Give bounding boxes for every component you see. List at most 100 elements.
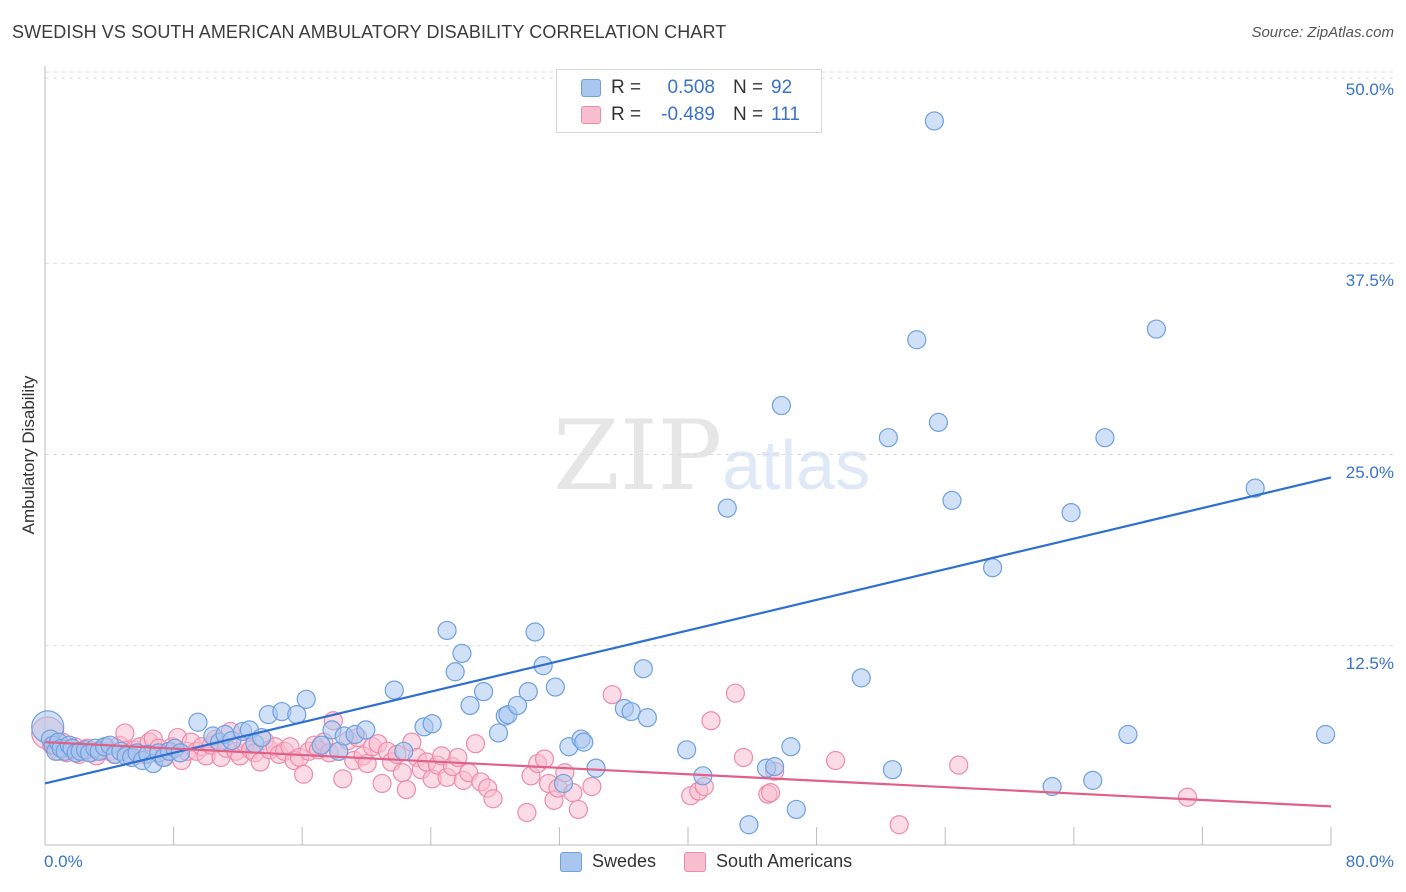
source-credit: Source: ZipAtlas.com (1251, 24, 1394, 41)
swede-point (384, 680, 404, 700)
south-american-point (602, 685, 622, 705)
swede-point (637, 708, 657, 728)
south-american-point (889, 815, 909, 835)
series-swedes (31, 111, 1336, 835)
swede-point (851, 668, 871, 688)
legend-r-value: -0.489 (661, 103, 715, 125)
series-south-americans (31, 683, 1198, 835)
swede-point (907, 330, 927, 350)
swede-point (473, 682, 494, 702)
swede-point (781, 737, 801, 757)
chart-title: SWEDISH VS SOUTH AMERICAN AMBULATORY DIS… (12, 22, 727, 42)
legend-n-label: N = (733, 76, 764, 98)
legend-swatch-blue (581, 78, 601, 97)
legend-r-value: 0.508 (667, 76, 715, 98)
south-american-point (293, 764, 314, 784)
swede-point (1146, 319, 1166, 339)
south-american-point (582, 776, 602, 797)
trend-lines (44, 476, 1332, 808)
x-tick-label-max: 80.0% (1345, 852, 1394, 871)
grid-lines (45, 71, 1393, 647)
legend-n-value: 92 (771, 76, 793, 98)
swede-point (942, 490, 962, 510)
south-american-point (333, 769, 353, 789)
south-americans-swatch (684, 851, 707, 872)
watermark-atlas: atlas (722, 426, 871, 504)
swede-point (1245, 478, 1265, 498)
swedes-swatch (560, 851, 582, 872)
swede-point (460, 695, 480, 716)
swede-point (924, 111, 944, 131)
legend-row-south-americans: R = -0.489 N = 111 (557, 101, 800, 128)
swede-point (1095, 428, 1115, 448)
south-american-point (465, 734, 486, 754)
south-american-point (115, 723, 135, 743)
swedes-label: Swedes (592, 851, 657, 871)
south-american-point (568, 799, 588, 820)
correlation-legend: R = 0.508 N = 92 R = -0.489 N = 111 (556, 69, 822, 133)
swede-point (437, 620, 457, 641)
swede-point (545, 677, 565, 697)
legend-row-swedes: R = 0.508 N = 92 (557, 74, 792, 101)
watermark-zip: ZIP (553, 400, 723, 512)
swede-point (394, 741, 414, 761)
x-tick-label-min: 0.0% (44, 852, 83, 871)
y-tick-label: 25.0% (1345, 462, 1394, 482)
south-american-point (1177, 787, 1198, 807)
swede-point (771, 395, 792, 416)
swede-point (311, 735, 331, 755)
swede-point (786, 799, 806, 820)
swede-point (1083, 770, 1103, 790)
south-american-point (949, 755, 969, 775)
south-american-point (517, 802, 537, 823)
legend-item-swedes[interactable]: Swedes (560, 851, 656, 872)
legend-n-label: N = (733, 103, 764, 125)
swede-point (422, 714, 442, 734)
legend-item-south-americans[interactable]: South Americans (684, 851, 852, 872)
swede-point (765, 757, 785, 777)
swede-point (717, 498, 737, 518)
swede-point (574, 732, 594, 752)
swede-point (507, 695, 528, 716)
south-american-point (372, 773, 392, 794)
swede-point (452, 643, 472, 664)
swede-point (586, 758, 606, 778)
trend-line-swedes (44, 476, 1332, 785)
swede-point (518, 682, 538, 702)
swede-point (982, 558, 1003, 578)
south-american-point (483, 789, 503, 809)
swede-point (296, 689, 316, 709)
swede-point (882, 760, 903, 780)
swede-point (677, 740, 697, 760)
swede-point (1315, 724, 1336, 745)
legend-swatch-pink (581, 105, 601, 124)
trend-line-south-americans (44, 741, 1332, 808)
swede-point (1042, 776, 1062, 797)
swede-point (525, 622, 545, 642)
y-tick-label: 50.0% (1345, 80, 1394, 99)
south-american-point (725, 683, 745, 703)
swede-point (928, 412, 949, 432)
south-american-point (392, 763, 412, 783)
y-tick-label: 37.5% (1345, 271, 1394, 291)
south-americans-label: South Americans (716, 851, 853, 871)
legend-r-label: R = (611, 103, 642, 125)
swede-point (356, 720, 376, 740)
swede-point (1061, 503, 1081, 523)
legend-r-label: R = (611, 76, 642, 98)
legend-n-value: 111 (771, 103, 800, 125)
swede-point (553, 773, 574, 794)
watermark: ZIPatlas (553, 400, 870, 512)
swede-point (1118, 724, 1138, 745)
swede-point (188, 712, 208, 732)
swede-point (445, 662, 465, 682)
series-legend: Swedes South Americans (560, 851, 880, 872)
south-american-point (534, 749, 555, 769)
swede-point (878, 428, 898, 448)
swede-point (739, 815, 759, 835)
south-american-point (760, 783, 781, 803)
south-american-point (701, 711, 721, 731)
swede-point (621, 701, 641, 722)
south-american-point (825, 750, 846, 771)
